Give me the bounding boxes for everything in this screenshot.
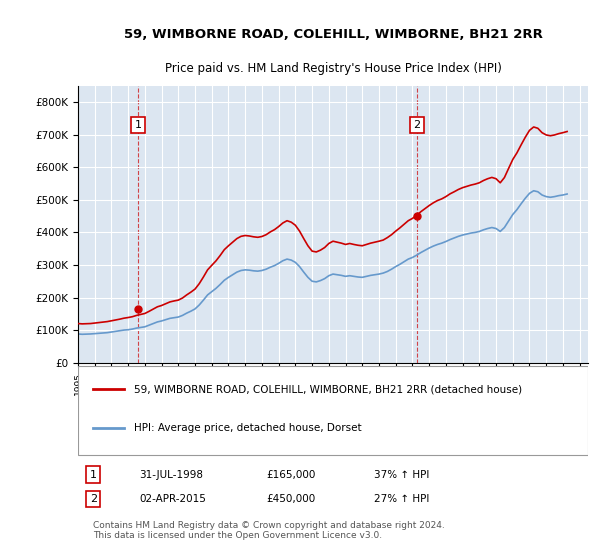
Text: 2: 2 [413,120,420,130]
Text: HPI: Average price, detached house, Dorset: HPI: Average price, detached house, Dors… [134,423,362,433]
Text: Contains HM Land Registry data © Crown copyright and database right 2024.
This d: Contains HM Land Registry data © Crown c… [94,521,445,540]
Text: £450,000: £450,000 [266,494,316,504]
Text: 2: 2 [90,494,97,504]
Text: 1: 1 [90,470,97,479]
FancyBboxPatch shape [78,366,588,455]
Text: 37% ↑ HPI: 37% ↑ HPI [374,470,429,479]
Text: 59, WIMBORNE ROAD, COLEHILL, WIMBORNE, BH21 2RR (detached house): 59, WIMBORNE ROAD, COLEHILL, WIMBORNE, B… [134,384,522,394]
Text: 1: 1 [134,120,142,130]
Text: £165,000: £165,000 [266,470,316,479]
Text: Price paid vs. HM Land Registry's House Price Index (HPI): Price paid vs. HM Land Registry's House … [164,62,502,75]
Text: 59, WIMBORNE ROAD, COLEHILL, WIMBORNE, BH21 2RR: 59, WIMBORNE ROAD, COLEHILL, WIMBORNE, B… [124,27,542,40]
Text: 27% ↑ HPI: 27% ↑ HPI [374,494,429,504]
Text: 31-JUL-1998: 31-JUL-1998 [139,470,203,479]
Text: 02-APR-2015: 02-APR-2015 [139,494,206,504]
